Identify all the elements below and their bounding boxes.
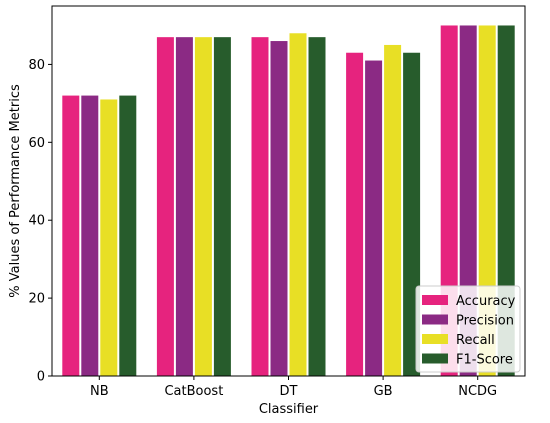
bar-catboost-recall — [194, 37, 212, 376]
y-tick-label: 40 — [28, 214, 45, 229]
y-ticks: 0 20 40 60 80 — [28, 58, 52, 385]
x-tick-label-nb: NB — [90, 384, 109, 399]
bar-nb-accuracy — [62, 95, 80, 376]
x-axis-label: Classifier — [259, 402, 319, 417]
legend-label-recall: Recall — [456, 333, 495, 348]
legend-swatch-precision — [422, 314, 448, 325]
legend-swatch-accuracy — [422, 295, 448, 305]
x-tick-label-ncdg: NCDG — [458, 384, 497, 399]
y-tick-label: 80 — [28, 58, 45, 73]
bar-catboost-precision — [175, 37, 193, 376]
bar-nb-recall — [100, 99, 118, 376]
bar-dt-f1-score — [308, 37, 326, 376]
legend-label-accuracy: Accuracy — [456, 294, 516, 309]
legend-box — [415, 285, 521, 373]
y-tick-label: 60 — [28, 136, 45, 151]
bar-gb-accuracy — [346, 52, 364, 376]
legend-label-precision: Precision — [456, 314, 514, 329]
legend-swatch-recall — [422, 334, 448, 344]
bar-nb-f1-score — [119, 95, 137, 376]
legend-label-f1-score: F1-Score — [456, 353, 513, 368]
x-tick-label-dt: DT — [280, 384, 298, 399]
bars — [62, 25, 515, 377]
y-tick-label: 0 — [37, 370, 45, 385]
y-tick-label: 20 — [28, 292, 45, 307]
x-ticks: NB CatBoost DT GB NCDG — [90, 376, 497, 399]
legend: Accuracy Precision Recall F1-Score — [415, 285, 521, 373]
y-axis-label: % Values of Performance Metrics — [8, 84, 23, 298]
bar-nb-precision — [81, 95, 99, 376]
x-tick-label-gb: GB — [374, 384, 393, 399]
bar-catboost-accuracy — [156, 37, 174, 376]
bar-dt-accuracy — [251, 37, 269, 376]
bar-gb-recall — [384, 44, 402, 377]
x-tick-label-catboost: CatBoost — [164, 384, 223, 399]
bar-dt-recall — [289, 33, 307, 377]
bar-gb-precision — [365, 60, 383, 377]
bar-dt-precision — [270, 41, 288, 376]
bar-catboost-f1-score — [213, 37, 231, 376]
legend-swatch-f1-score — [422, 353, 448, 364]
